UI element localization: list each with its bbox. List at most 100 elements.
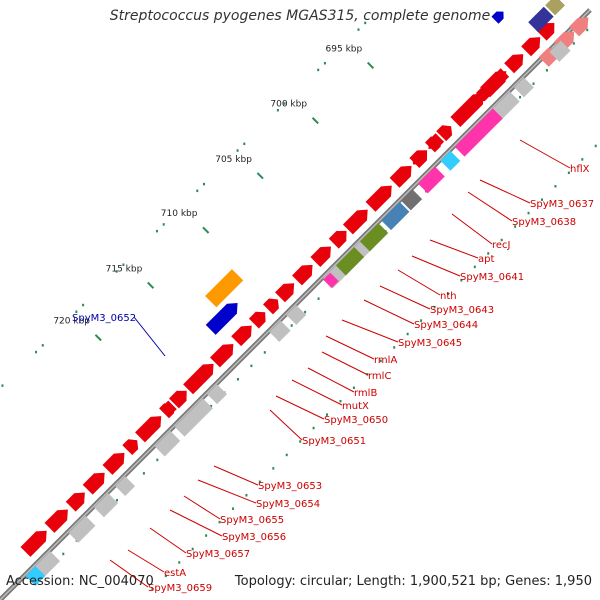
track-dot [317, 297, 320, 300]
cds-forward-shape [135, 416, 162, 443]
gene-spym3-0652-orange-shape [205, 269, 244, 308]
gene-recj-box-shape [454, 108, 503, 157]
scale-tick [311, 117, 319, 125]
track-dot [299, 440, 302, 443]
gene-label: SpyM3_0656 [222, 532, 286, 543]
scale-ticks: 695 kbp 700 kbp 705 kbp 710 kbp 715 kbp 720 k… [53, 44, 375, 342]
cds-forward-shape [263, 298, 279, 315]
track-dot [142, 472, 145, 475]
cds-forward-shape [389, 165, 412, 188]
gene-label: hflX [570, 164, 590, 175]
gene-rmlc-box [335, 247, 365, 276]
track-dot [420, 319, 423, 322]
track-dot [379, 359, 382, 363]
gene-label: SpyM3_0650 [324, 415, 388, 426]
leader-line [379, 285, 431, 310]
track-dot [236, 378, 239, 381]
scale-tick [256, 172, 264, 180]
cds-light-shape [569, 17, 589, 37]
cds-forward [292, 264, 313, 286]
track-dot [250, 364, 253, 368]
leader-line [341, 319, 399, 343]
gene-label: SpyM3_0657 [186, 549, 250, 560]
track-dot [473, 265, 476, 269]
cds-forward-shape [275, 283, 295, 303]
leader-line [213, 465, 259, 486]
gene-label: SpyM3_0645 [398, 338, 462, 349]
gene-grey-shape [68, 515, 96, 543]
cds-forward-shape [310, 246, 331, 267]
track-dot [245, 493, 248, 497]
tick-label: 695 kbp [326, 44, 363, 54]
track-dot [243, 142, 246, 146]
track-dot [41, 344, 44, 347]
topology-text: Topology: circular; Length: 1,900,521 bp… [234, 574, 592, 589]
cds-forward [20, 530, 47, 557]
track-dot [164, 574, 167, 578]
cds-reverse-shape [163, 400, 177, 415]
scale-tick [147, 281, 155, 289]
leader-line [479, 179, 531, 204]
track-dot [116, 498, 119, 502]
gene-grey-shape [549, 40, 571, 62]
track-dot [519, 95, 522, 99]
cds-forward-shape [122, 439, 139, 456]
track-dot [532, 82, 535, 85]
cds-forward [504, 54, 524, 74]
track-dot [115, 270, 118, 273]
cds-light [569, 17, 589, 37]
cds-forward [231, 325, 252, 347]
cds-reverse-shape [494, 68, 510, 83]
cds-forward [275, 283, 295, 303]
track-dot [500, 238, 503, 242]
label-leader-lines [109, 139, 571, 588]
tick-label: 715 kbp [106, 264, 143, 274]
cds-forward-shape [82, 472, 105, 495]
scale-tick [366, 61, 375, 69]
map-title: Streptococcus pyogenes MGAS315, complete… [109, 8, 491, 24]
gene-mutx-box [323, 272, 339, 289]
cds-forward [310, 246, 331, 267]
cds-forward [365, 185, 392, 212]
gene-rmlc-box-shape [335, 247, 365, 276]
cds-forward-shape [436, 125, 453, 142]
scale-tick [94, 334, 102, 342]
cds-forward-shape [20, 530, 47, 557]
cds-forward-shape [168, 390, 187, 409]
track-dot [540, 198, 543, 201]
cds-forward [521, 37, 541, 57]
track-dot [352, 386, 355, 390]
cds-reverse-shape [188, 373, 204, 390]
gene-spym3-0652-blue [205, 303, 238, 335]
track-dot [323, 61, 326, 65]
track-dot [339, 399, 342, 403]
cds-forward-shape [65, 492, 85, 512]
gene-navy-box-shape [528, 6, 554, 33]
track-dot [567, 171, 570, 175]
tick-label: 700 kbp [270, 100, 307, 110]
gene-grey [549, 40, 571, 62]
cds-reverse [455, 107, 470, 123]
gene-label: SpyM3_0637 [530, 199, 594, 210]
scale-tick [202, 226, 210, 234]
track-dot [317, 68, 320, 72]
gene-spym3-0643-box [381, 201, 410, 231]
track-dot [433, 305, 436, 309]
track-dot [487, 252, 490, 255]
track-dot [122, 263, 125, 266]
leader-line [127, 549, 165, 573]
track-dot [586, 28, 589, 32]
gene-nth-box-shape [400, 189, 423, 211]
gene-label: SpyM3_0652 [72, 313, 136, 324]
gene-label: rmlA [374, 355, 397, 366]
cds-reverse-shape [428, 133, 445, 149]
cds-reverse-shape [412, 150, 428, 165]
genome-backbone [0, 8, 592, 600]
gene-blue-small [491, 11, 504, 24]
cds-forward [210, 344, 234, 368]
cds-reverse [188, 373, 204, 390]
leader-line [183, 495, 221, 520]
gene-label: SpyM3_0641 [460, 272, 524, 283]
track-dot [554, 184, 557, 188]
